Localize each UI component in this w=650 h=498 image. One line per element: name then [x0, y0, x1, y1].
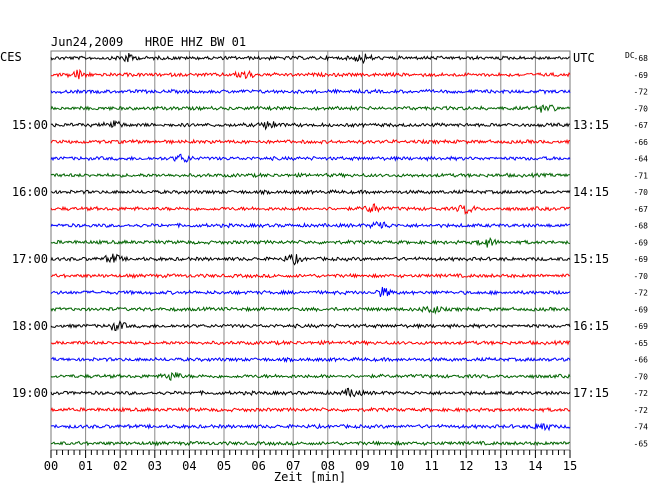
trace-line	[50, 87, 571, 95]
dc-value-label: -66	[634, 356, 649, 365]
trace-line	[50, 52, 571, 65]
x-tick-label: 15	[563, 459, 577, 473]
dc-value-label: -72	[634, 289, 649, 298]
dc-value-label: -69	[634, 238, 649, 247]
trace-line	[50, 221, 571, 230]
trace-line	[50, 104, 571, 113]
x-tick-label: 10	[390, 459, 404, 473]
trace-line	[50, 189, 571, 196]
dc-value-label: -71	[634, 171, 649, 180]
grid-lines	[50, 50, 571, 451]
dc-value-label: -65	[634, 339, 649, 348]
x-tick-label: 07	[286, 459, 300, 473]
dc-value-label: -69	[634, 255, 649, 264]
trace-line	[50, 440, 570, 447]
right-hour-label: 16:15	[573, 319, 609, 333]
dc-value-label: -66	[634, 138, 649, 147]
dc-value-label: -68	[634, 54, 649, 63]
trace-line	[50, 387, 571, 398]
trace-line	[50, 68, 571, 80]
dc-value-label: -70	[634, 188, 649, 197]
trace-line	[50, 272, 571, 279]
trace-line	[50, 422, 571, 432]
x-tick-label: 09	[355, 459, 369, 473]
left-hour-label: 15:00	[12, 118, 48, 132]
trace-line	[50, 356, 571, 363]
trace-line	[50, 236, 571, 248]
left-hour-label: 17:00	[12, 252, 48, 266]
right-hour-label: 17:15	[573, 386, 609, 400]
x-tick-label: 13	[494, 459, 508, 473]
x-tick-label: 12	[459, 459, 473, 473]
dc-value-label: -70	[634, 272, 649, 281]
x-tick-label: 02	[113, 459, 127, 473]
right-hour-label: 13:15	[573, 118, 609, 132]
x-axis-label: Zeit [min]	[274, 470, 346, 484]
trace-line	[50, 153, 571, 163]
trace-line	[50, 286, 571, 298]
dc-value-label: -70	[634, 104, 649, 113]
trace-line	[50, 305, 571, 315]
trace-line	[50, 253, 571, 266]
x-tick-label: 00	[44, 459, 58, 473]
x-tick-label: 14	[528, 459, 542, 473]
trace-line	[50, 371, 571, 382]
x-tick-label: 11	[424, 459, 438, 473]
trace-line	[50, 320, 571, 332]
trace-line	[50, 406, 571, 413]
dc-value-label: -72	[634, 389, 649, 398]
dc-value-label: -67	[634, 121, 649, 130]
dc-label: DC	[625, 51, 635, 60]
x-tick-label: 03	[148, 459, 162, 473]
dc-value-label: -69	[634, 71, 649, 80]
dc-value-label: -72	[634, 88, 649, 97]
x-tick-label: 08	[321, 459, 335, 473]
dc-value-label: -74	[634, 423, 649, 432]
dc-value-label: -65	[634, 439, 649, 448]
x-tick-label: 05	[217, 459, 231, 473]
trace-line	[50, 339, 571, 346]
dc-value-label: -69	[634, 305, 649, 314]
trace-line	[50, 171, 570, 179]
dc-value-label: -67	[634, 205, 649, 214]
left-hour-label: 19:00	[12, 386, 48, 400]
x-tick-label: 06	[251, 459, 265, 473]
left-hour-label: 16:00	[12, 185, 48, 199]
left-timezone-label: CES	[0, 50, 22, 64]
dc-value-label: -72	[634, 406, 649, 415]
trace-line	[50, 203, 571, 215]
dc-value-label: -69	[634, 322, 649, 331]
x-tick-label: 04	[182, 459, 196, 473]
dc-value-label: -68	[634, 222, 649, 231]
right-hour-label: 14:15	[573, 185, 609, 199]
dc-value-label: -64	[634, 155, 649, 164]
x-axis-ticks: 00 01 02 03 04 05 06 07 08 09 10 11 12 13 14 15	[44, 450, 577, 473]
dc-value-label: -70	[634, 372, 649, 381]
trace-line	[50, 120, 570, 131]
x-tick-label: 01	[78, 459, 92, 473]
axis-labels: Jun24,2009 HROE HHZ BW 01 CES DC Zeit [m…	[0, 35, 648, 484]
chart-title: Jun24,2009 HROE HHZ BW 01	[51, 35, 246, 49]
left-hour-label: 18:00	[12, 319, 48, 333]
trace-line	[50, 138, 571, 146]
seismic-traces	[50, 52, 571, 447]
right-hour-label: 15:15	[573, 252, 609, 266]
right-hour-label: UTC	[573, 51, 595, 65]
